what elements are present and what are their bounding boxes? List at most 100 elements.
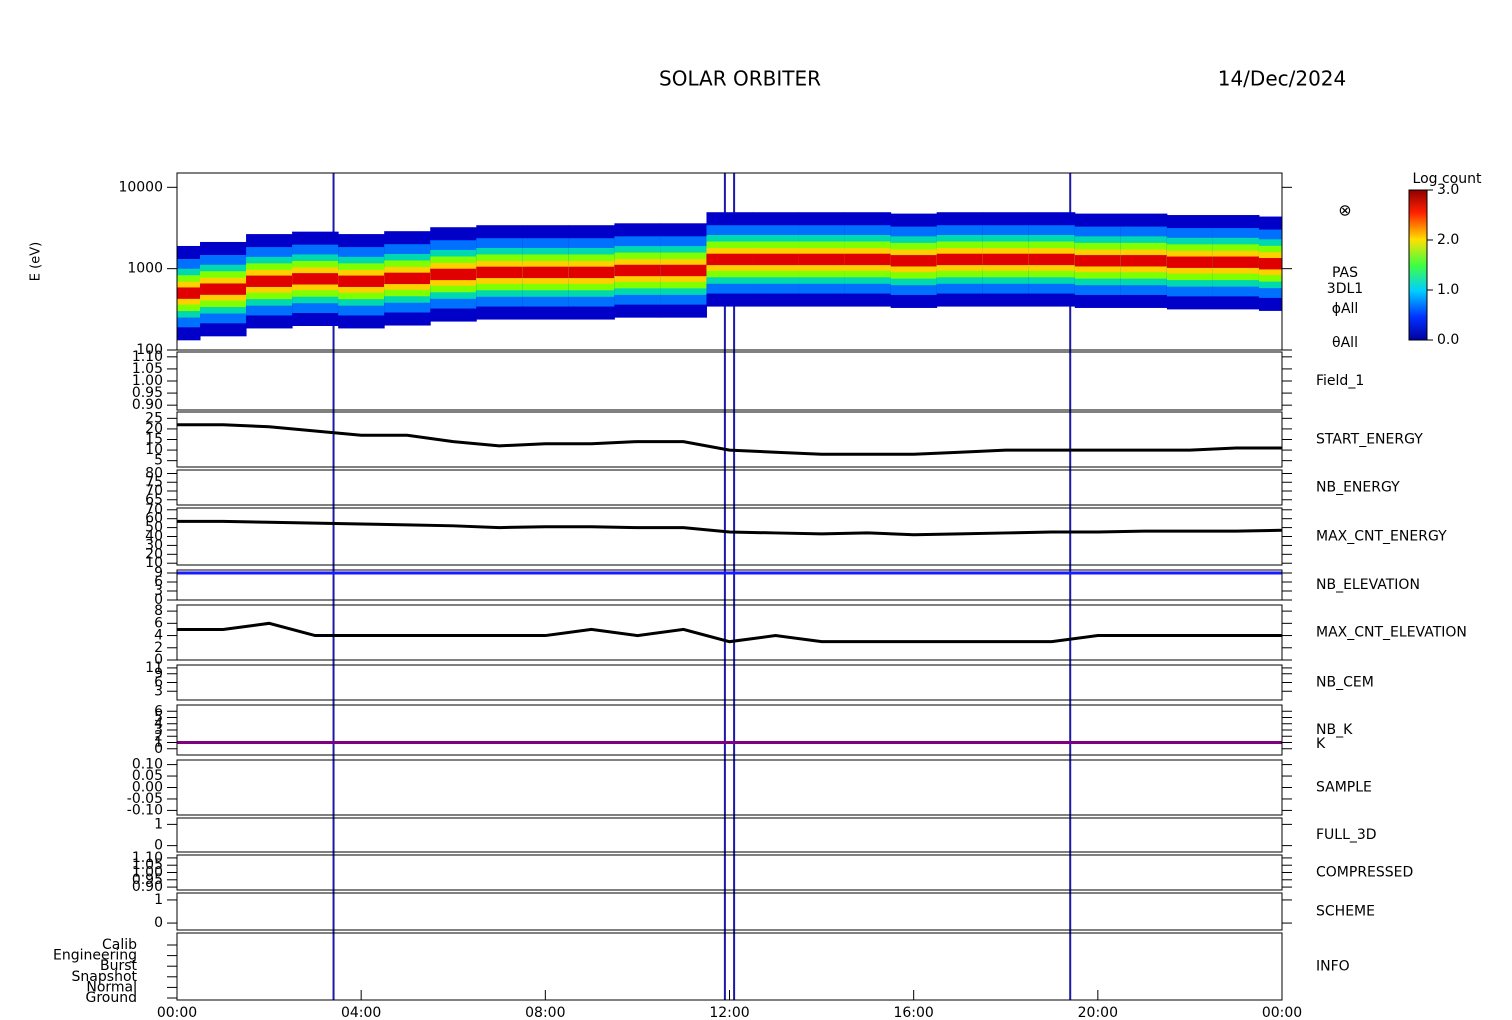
panel-frame xyxy=(176,664,1283,701)
y-tick-label: 0.10 xyxy=(132,757,163,773)
spectrogram-column xyxy=(890,213,938,308)
y-tick-label: 2 xyxy=(154,728,163,744)
spectrogram-band xyxy=(292,273,339,285)
series-label: K xyxy=(1316,736,1326,752)
spectrogram-band xyxy=(1028,253,1076,266)
side-label: 3DL1 xyxy=(1327,281,1363,297)
y-tick-label: 20 xyxy=(145,546,163,562)
panel-label: INFO xyxy=(1316,959,1350,975)
spectrogram-band xyxy=(200,283,247,295)
spectrogram-column xyxy=(1120,213,1168,308)
y-category-label: Burst xyxy=(100,958,138,974)
spectrogram xyxy=(177,212,1282,341)
x-tick-label: 00:00 xyxy=(157,1005,197,1020)
panel-label: NB_ELEVATION xyxy=(1316,577,1420,593)
y-category-label: Normal xyxy=(86,979,137,995)
spectrogram-column xyxy=(982,212,1030,307)
panel-frame xyxy=(176,569,1283,601)
spectrogram-column xyxy=(292,231,339,327)
spectrogram-band xyxy=(1258,258,1282,270)
spectrogram-band xyxy=(752,253,800,266)
y-tick-label: 3 xyxy=(154,722,163,738)
panel-label: MAX_CNT_ELEVATION xyxy=(1316,625,1467,641)
spectrogram-column xyxy=(200,241,247,337)
colorbar-tick-label: 1.0 xyxy=(1437,282,1459,298)
spectrogram-column xyxy=(568,225,615,320)
y-tick-label: 65 xyxy=(145,492,163,508)
spectrogram-band xyxy=(177,287,201,299)
y-tick-label: 1000 xyxy=(127,261,163,277)
y-tick-label: 3 xyxy=(154,583,163,599)
panel-label: NB_CEM xyxy=(1316,675,1374,691)
y-tick-label: 0 xyxy=(154,741,163,757)
y-tick-label: 0.05 xyxy=(132,768,163,784)
y-tick-label: 25 xyxy=(145,410,163,426)
spectrogram-column xyxy=(614,223,661,318)
y-tick-label: 11 xyxy=(145,660,163,676)
y-category-label: Engineering xyxy=(53,948,137,964)
series-line xyxy=(177,519,1283,537)
colorbar-tick-label: 2.0 xyxy=(1437,232,1459,248)
panel-label: MAX_CNT_ENERGY xyxy=(1316,529,1447,545)
spectrogram-band xyxy=(798,253,846,266)
y-tick-label: 10000 xyxy=(118,179,163,195)
panel-frame xyxy=(176,507,1283,566)
y-tick-label: 9 xyxy=(154,565,163,581)
spectrogram-band xyxy=(384,272,431,285)
y-tick-label: 1.05 xyxy=(132,361,163,377)
panel-label: Field_1 xyxy=(1316,373,1364,389)
side-label: PAS xyxy=(1332,265,1358,281)
y-category-label: Snapshot xyxy=(72,969,138,985)
spectrogram-column xyxy=(476,225,523,320)
y-tick-label: 0 xyxy=(154,652,163,668)
y-tick-label: 2 xyxy=(154,640,163,656)
colorbar-tick-label: 0.0 xyxy=(1437,332,1459,348)
spectrogram-column xyxy=(936,212,984,307)
y-tick-label: 1.05 xyxy=(132,857,163,873)
y-tick-label: 1 xyxy=(154,816,163,832)
panel-label: SCHEME xyxy=(1316,904,1375,920)
y-tick-label: 3 xyxy=(154,683,163,699)
spectrogram-band xyxy=(568,266,615,279)
panel-label: SAMPLE xyxy=(1316,780,1372,796)
spectrogram-band xyxy=(1074,255,1122,267)
y-tick-label: 0.00 xyxy=(132,780,163,796)
spectrogram-column xyxy=(430,227,477,322)
spectrogram-column xyxy=(1166,215,1214,310)
spectrogram-column xyxy=(798,212,846,307)
panel-frame xyxy=(176,759,1283,816)
y-category-label: Ground xyxy=(86,990,138,1006)
y-tick-label: 100 xyxy=(136,342,163,358)
x-tick-label: 04:00 xyxy=(341,1005,381,1020)
x-tick-label: 12:00 xyxy=(709,1005,749,1020)
y-tick-label: -0.10 xyxy=(127,802,163,818)
direction-symbol: ⊗ xyxy=(1338,201,1351,220)
y-category-label: Calib xyxy=(102,937,137,953)
spectrogram-column xyxy=(660,223,707,318)
panel-frame xyxy=(176,892,1283,931)
y-tick-label: 40 xyxy=(145,529,163,545)
y-tick-label: 0 xyxy=(154,915,163,931)
x-tick-label: 20:00 xyxy=(1078,1005,1118,1020)
y-tick-label: 1.10 xyxy=(132,349,163,365)
y-tick-label: 50 xyxy=(145,520,163,536)
spectrogram-band xyxy=(1120,255,1168,267)
panel-frame xyxy=(176,854,1283,891)
spectrogram-column xyxy=(706,212,754,307)
y-axis-label: E (eV) xyxy=(29,242,44,281)
panel-frame xyxy=(176,817,1283,853)
y-tick-label: 70 xyxy=(145,483,163,499)
y-tick-label: 60 xyxy=(145,511,163,527)
y-tick-label: 6 xyxy=(154,574,163,590)
y-tick-label: 15 xyxy=(145,432,163,448)
panel-label: START_ENERGY xyxy=(1316,432,1423,448)
title: SOLAR ORBITER xyxy=(659,67,821,91)
y-tick-label: 10 xyxy=(145,555,163,571)
spectrogram-column xyxy=(338,234,385,329)
spectrogram-band xyxy=(1166,256,1214,268)
y-tick-label: 30 xyxy=(145,537,163,553)
spectrogram-band xyxy=(982,253,1030,266)
panel-label: FULL_3D xyxy=(1316,827,1377,843)
y-tick-label: 5 xyxy=(154,453,163,469)
panel-frame xyxy=(176,932,1283,1001)
